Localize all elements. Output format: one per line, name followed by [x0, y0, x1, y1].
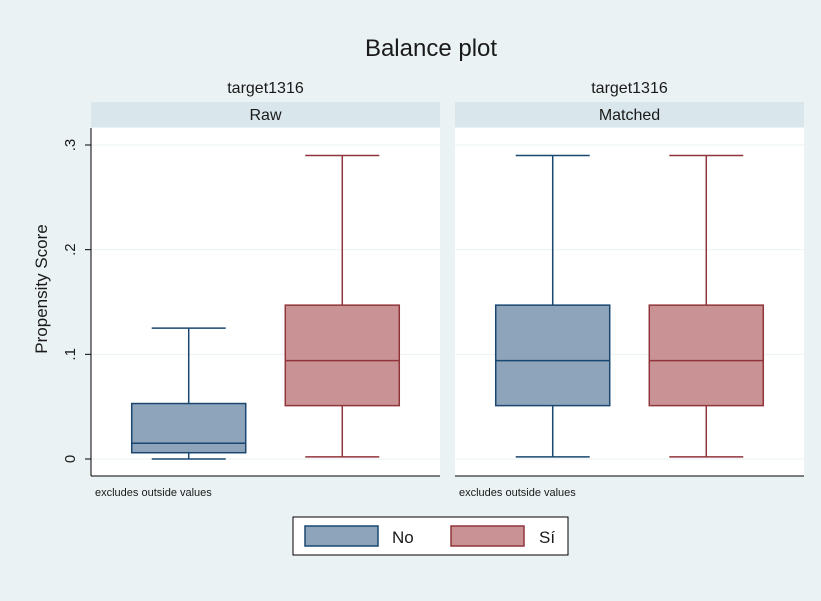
legend-label-no: No — [392, 528, 414, 547]
box-iqr — [285, 305, 399, 405]
box-iqr — [649, 305, 763, 405]
y-tick-label: .2 — [62, 243, 79, 256]
panel-group-label: target1316 — [227, 80, 304, 97]
panel-strip-label: Matched — [599, 107, 660, 124]
legend-swatch-no — [305, 526, 378, 546]
y-tick-label: .3 — [62, 139, 79, 152]
box-iqr — [496, 305, 610, 405]
legend: No Sí — [293, 517, 568, 555]
box-iqr — [132, 404, 246, 453]
y-tick-label: 0 — [62, 455, 79, 463]
legend-swatch-si — [451, 526, 524, 546]
chart-title: Balance plot — [365, 35, 497, 62]
plot-area — [455, 128, 804, 476]
legend-label-si: Sí — [539, 528, 555, 547]
y-axis-title: Propensity Score — [32, 224, 51, 353]
panel-note: excludes outside values — [459, 487, 576, 499]
panel-group-label: target1316 — [591, 80, 668, 97]
panel-note: excludes outside values — [95, 487, 212, 499]
panel-strip-label: Raw — [249, 107, 281, 124]
y-tick-label: .1 — [62, 348, 79, 361]
